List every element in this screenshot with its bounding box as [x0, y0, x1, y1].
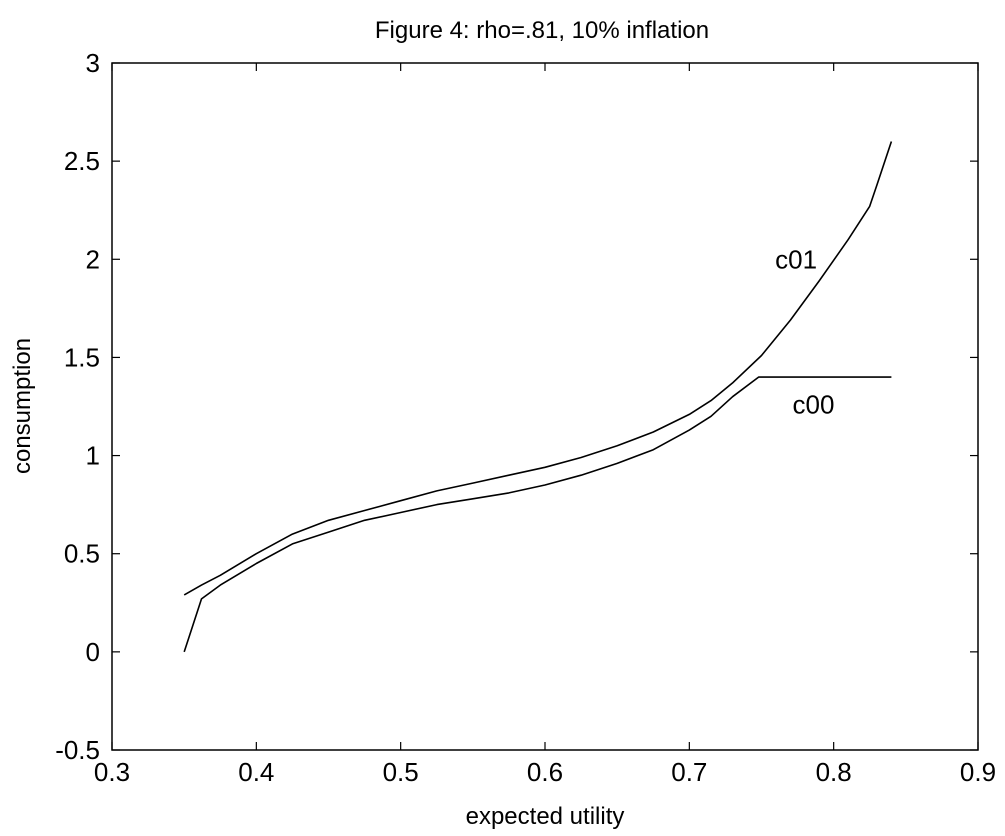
plot-area [111, 62, 979, 751]
x-axis-label: expected utility [466, 803, 625, 830]
x-tick-label: 0.6 [527, 757, 563, 787]
y-tick-label: 2.5 [64, 146, 100, 176]
series-line-c00 [183, 376, 892, 653]
y-tick-label: 2 [86, 244, 100, 274]
series-line-c01 [183, 141, 893, 596]
y-tick-label: 0.5 [64, 539, 100, 569]
y-axis-label: consumption [9, 338, 36, 474]
annotation-layer: c01 c00 [775, 244, 834, 419]
y-tick-label: 1 [86, 441, 100, 471]
chart-title: Figure 4: rho=.81, 10% inflation [375, 17, 709, 44]
series-layer [183, 141, 893, 653]
x-axis: 0.3 0.4 0.5 0.6 0.7 0.8 0.9 [94, 63, 996, 787]
x-tick-label: 0.8 [816, 757, 852, 787]
y-tick-label: 0 [86, 637, 100, 667]
x-tick-label: 0.7 [671, 757, 707, 787]
y-axis: -0.5 0 0.5 1 1.5 2 2.5 3 [55, 48, 978, 765]
series-annotation: c00 [792, 390, 834, 420]
series-annotation: c01 [775, 244, 817, 274]
x-tick-label: 0.4 [238, 757, 274, 787]
x-tick-label: 0.5 [383, 757, 419, 787]
y-tick-label: -0.5 [55, 735, 100, 765]
y-tick-label: 3 [86, 48, 100, 78]
y-tick-label: 1.5 [64, 342, 100, 372]
x-tick-label: 0.3 [94, 757, 130, 787]
x-tick-label: 0.9 [960, 757, 996, 787]
